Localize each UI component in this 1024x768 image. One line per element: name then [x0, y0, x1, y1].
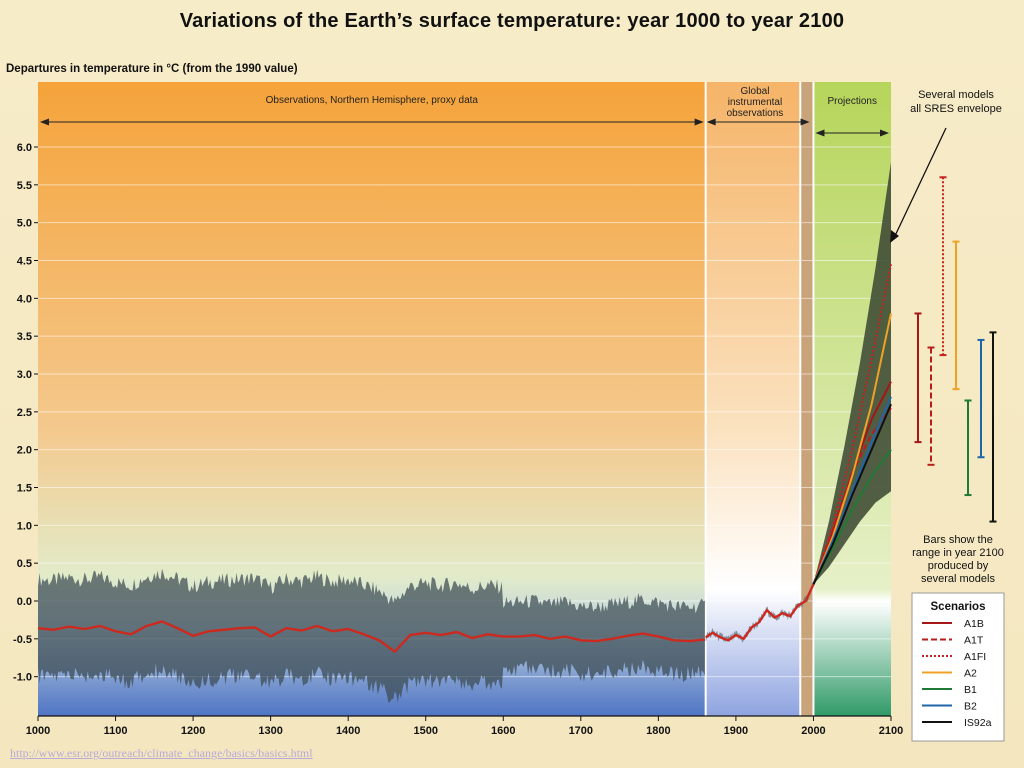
x-tick-label: 2000 [801, 725, 825, 737]
bars-note-text: produced by [928, 560, 989, 572]
y-tick-label: 5.0 [17, 218, 32, 230]
legend-entry-a1b: A1B [964, 618, 984, 630]
projections-span-arrow-head-right [880, 129, 889, 137]
x-tick-label: 1100 [104, 725, 128, 737]
x-tick-label: 1900 [724, 725, 748, 737]
observations-span-arrow-head-left [40, 118, 49, 126]
y-tick-label: 0.5 [17, 558, 32, 570]
legend-entry-a1t: A1T [964, 635, 984, 647]
x-tick-label: 1600 [491, 725, 515, 737]
y-axis-label: Departures in temperature in °C (from th… [6, 63, 298, 75]
region-label-instrumental: Global [741, 86, 770, 97]
y-tick-label: 4.5 [17, 256, 32, 268]
instrumental-span-arrow-head-right [800, 118, 810, 126]
x-tick-label: 1200 [181, 725, 205, 737]
envelope-note-text: all SRES envelope [910, 103, 1002, 115]
bars-note-text: range in year 2100 [912, 547, 1004, 559]
y-tick-label: 2.5 [17, 407, 32, 419]
y-tick-label: -0.5 [13, 634, 32, 646]
y-tick-label: 6.0 [17, 142, 32, 154]
proxy-series-line [37, 620, 706, 653]
x-tick-label: 2100 [879, 725, 903, 737]
x-tick-label: 1000 [26, 725, 50, 737]
x-tick-label: 1800 [646, 725, 670, 737]
region-instrumental [705, 82, 801, 716]
y-tick-label: 0.0 [17, 596, 32, 608]
y-tick-label: 2.0 [17, 445, 32, 457]
y-tick-label: -1.0 [13, 672, 32, 684]
y-tick-label: 1.0 [17, 520, 32, 532]
envelope-note-arrowhead [890, 230, 899, 243]
observations-span-arrow-head-right [694, 118, 704, 126]
x-tick-label: 1500 [413, 725, 437, 737]
envelope-note-arrow [893, 127, 947, 239]
scenario-line-b2 [812, 396, 892, 585]
region-label-projections: Projections [827, 96, 876, 107]
source-link[interactable]: http://www.esr.org/outreach/climate_chan… [10, 746, 313, 760]
projections-span-arrow-head-left [815, 129, 825, 137]
scenario-line-a1fi [812, 264, 892, 585]
bars-note-text: several models [921, 573, 995, 585]
x-tick-label: 1700 [569, 725, 593, 737]
envelope-note-text: Several models [918, 89, 994, 101]
region-transition [800, 82, 814, 716]
scenario-line-is92a [812, 403, 892, 585]
x-tick-label: 1400 [336, 725, 360, 737]
region-label-instrumental: observations [727, 108, 784, 119]
region-label-instrumental: instrumental [728, 97, 782, 108]
instrumental-span-arrow-head-left [706, 118, 716, 126]
legend-title: Scenarios [931, 601, 986, 613]
y-tick-label: 5.5 [17, 180, 32, 192]
region-label-observations: Observations, Northern Hemisphere, proxy… [266, 95, 479, 106]
legend-entry-b1: B1 [964, 684, 977, 696]
legend-entry-is92a: IS92a [964, 717, 992, 729]
y-tick-label: 1.5 [17, 483, 32, 495]
legend-box [911, 592, 1005, 742]
chart-title: Variations of the Earth’s surface temper… [179, 10, 845, 32]
scenario-line-b1 [812, 449, 892, 585]
y-tick-label: 4.0 [17, 293, 32, 305]
x-tick-label: 1300 [258, 725, 282, 737]
instrumental-series-line [705, 583, 815, 642]
legend-entry-a2: A2 [964, 668, 977, 680]
proxy-uncertainty-band [38, 568, 705, 703]
y-tick-label: 3.0 [17, 369, 32, 381]
bars-note-text: Bars show the [923, 534, 993, 546]
projection-envelope [813, 162, 891, 585]
scenario-line-a2 [812, 313, 892, 585]
legend-entry-b2: B2 [964, 701, 977, 713]
legend-entry-a1fi: A1FI [964, 651, 986, 663]
y-tick-label: 3.5 [17, 331, 32, 343]
